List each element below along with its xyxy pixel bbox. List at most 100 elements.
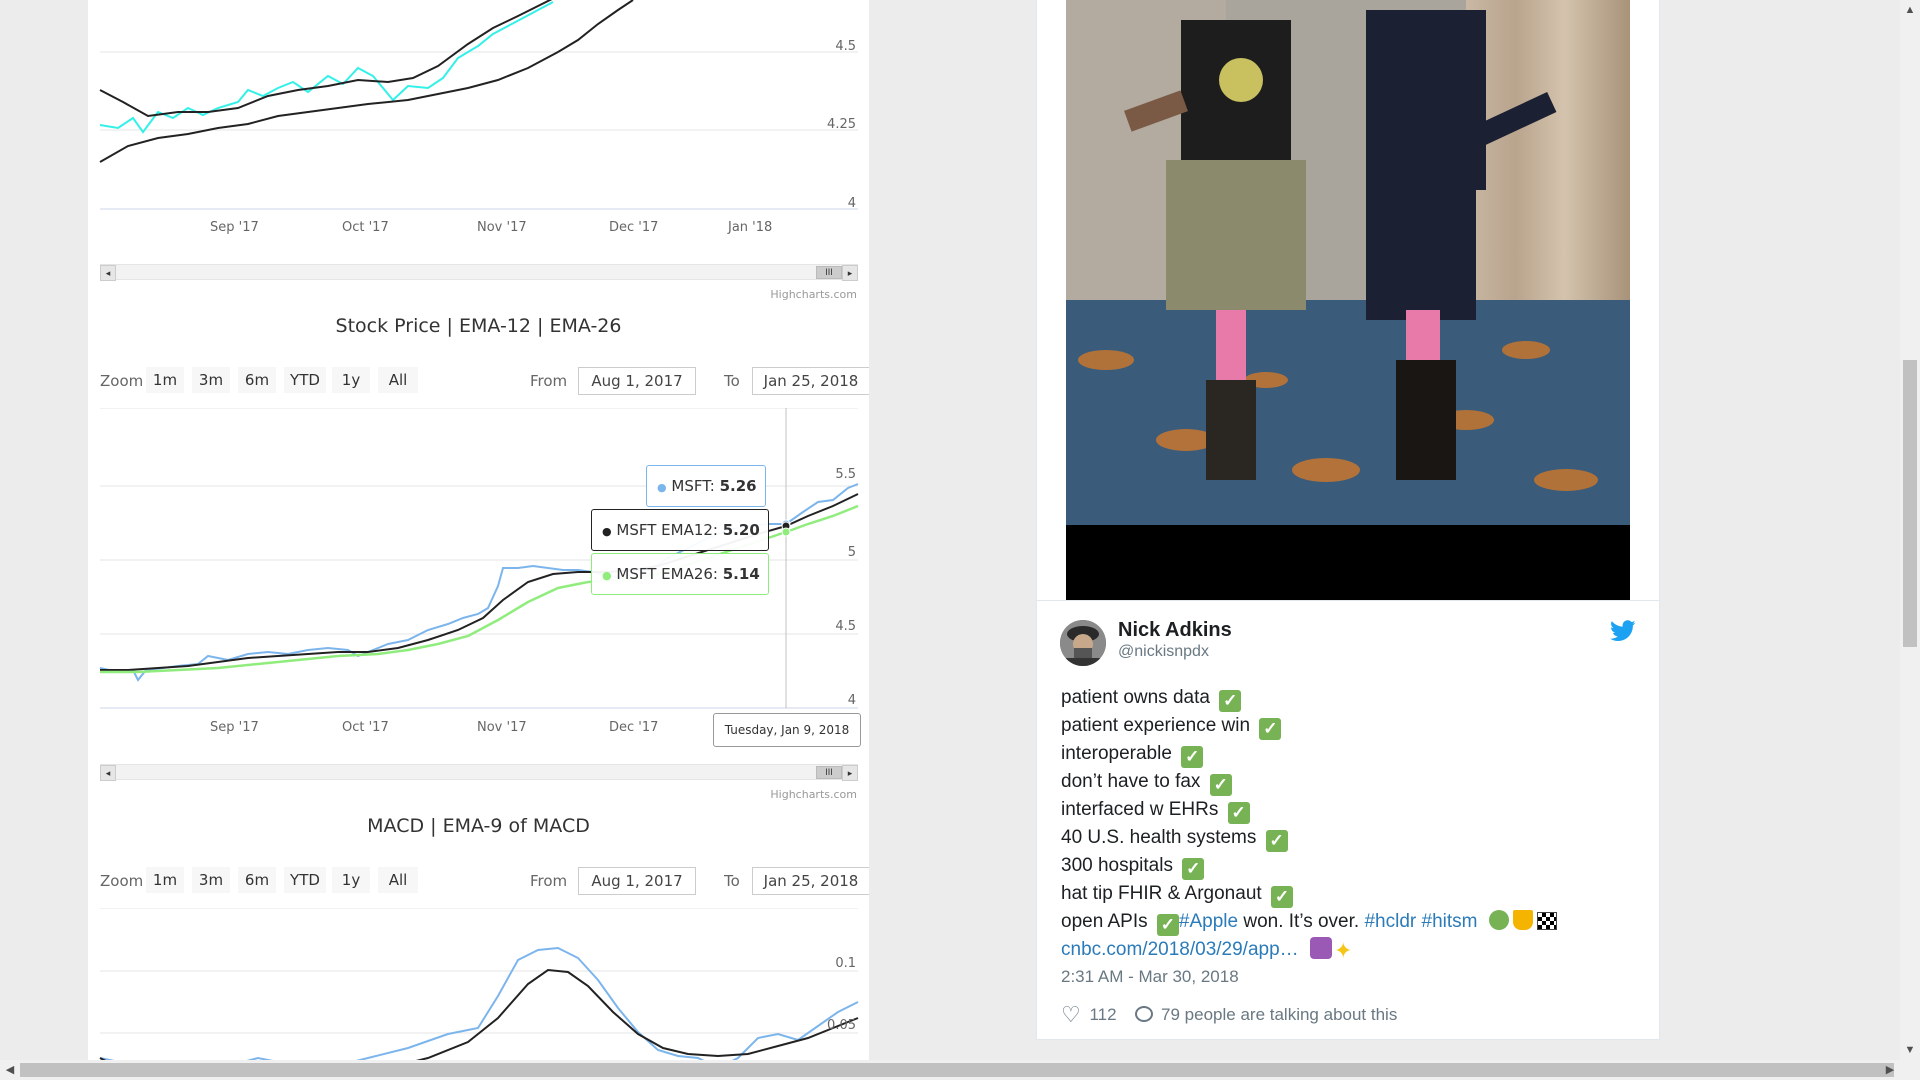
article-link[interactable]: cnbc.com/2018/03/29/app…	[1061, 939, 1299, 960]
tooltip-ema12: ● MSFT EMA12: 5.20	[591, 509, 769, 551]
scroll-up-icon[interactable]: ▲	[1904, 4, 1916, 16]
tooltip-date: Tuesday, Jan 9, 2018	[713, 713, 861, 747]
hashtag-hcldr-link[interactable]: #hcldr	[1364, 911, 1417, 932]
scroll-left-icon[interactable]: ◀	[5, 1064, 15, 1076]
zoom-all-button[interactable]: All	[378, 367, 418, 393]
scroll-right-icon[interactable]: ▸	[842, 765, 858, 781]
hashtag-hitsm-link[interactable]: #hitsm	[1421, 911, 1478, 932]
tooltip-msft-label: MSFT	[671, 477, 710, 495]
ema26-marker	[781, 527, 791, 537]
trophy-emoji-icon	[1512, 910, 1533, 930]
chart2-navigator-scrollbar[interactable]: ◂ III ▸	[100, 764, 858, 781]
like-count[interactable]: 112	[1089, 1005, 1117, 1024]
tweet-actions: ♡ 112 79 people are talking about this	[1061, 1002, 1397, 1028]
tooltip-ema26: ● MSFT EMA26: 5.14	[591, 553, 769, 595]
chart2-credits[interactable]: Highcharts.com	[770, 788, 857, 801]
tweet-line-text: interfaced w EHRs	[1061, 799, 1219, 820]
vertical-scroll-thumb[interactable]	[1903, 360, 1917, 647]
horizontal-scroll-thumb[interactable]	[20, 1063, 1894, 1077]
chart2-ytick-2: 5	[848, 545, 856, 560]
check-mark-icon: ✓	[1227, 802, 1250, 824]
zoom-ytd-button[interactable]: YTD	[284, 867, 326, 893]
to-date-input[interactable]: Jan 25, 2018	[752, 867, 869, 895]
tweet-line-text: won. It’s over.	[1238, 911, 1365, 932]
tweet-line: 300 hospitals ✓	[1061, 852, 1641, 880]
chart1-ytick-1: 4.5	[835, 39, 856, 54]
from-date-input[interactable]: Aug 1, 2017	[578, 367, 696, 395]
tooltip-ema26-label: MSFT EMA26	[616, 565, 713, 583]
from-date-input[interactable]: Aug 1, 2017	[578, 867, 696, 895]
zoom-1y-button[interactable]: 1y	[332, 367, 370, 393]
author-avatar[interactable]	[1060, 620, 1106, 666]
chart1-credits[interactable]: Highcharts.com	[770, 288, 857, 301]
chart-ema-top: 4.5 4.25 4 Sep '17 Oct '17 Nov '17 Dec '…	[88, 0, 869, 301]
hashtag-apple-link[interactable]: #Apple	[1178, 911, 1239, 932]
chart1-navigator-scrollbar[interactable]: ◂ III ▸	[100, 264, 858, 281]
scroll-left-icon[interactable]: ◂	[100, 265, 116, 281]
check-mark-icon: ✓	[1181, 746, 1204, 768]
checkered-flag-icon	[1536, 912, 1557, 930]
chart2-title: Stock Price | EMA-12 | EMA-26	[335, 315, 622, 337]
check-mark-icon: ✓	[1156, 914, 1179, 936]
tooltip-msft: ● MSFT: 5.26	[646, 465, 766, 507]
talking-count[interactable]: 79 people are talking about this	[1161, 1005, 1398, 1024]
tweet-timestamp[interactable]: 2:31 AM - Mar 30, 2018	[1061, 967, 1239, 986]
zoom-6m-button[interactable]: 6m	[238, 867, 276, 893]
zoom-1m-button[interactable]: 1m	[146, 867, 184, 893]
zoom-all-button[interactable]: All	[378, 867, 418, 893]
scroll-right-icon[interactable]: ▸	[842, 265, 858, 281]
zoom-1y-button[interactable]: 1y	[332, 867, 370, 893]
horizontal-scrollbar[interactable]: ◀ ▶	[0, 1060, 1920, 1080]
author-name[interactable]: Nick Adkins	[1118, 619, 1232, 641]
chart2-xtick-2: Oct '17	[342, 720, 389, 735]
heart-icon[interactable]: ♡	[1061, 1002, 1081, 1027]
tweet-line-text: interoperable	[1061, 743, 1172, 764]
sparkles-emoji-icon: ✦	[1333, 938, 1353, 963]
tweet-embed: Nick Adkins @nickisnpdx patient owns dat…	[1036, 0, 1660, 1040]
tweet-line: interfaced w EHRs ✓	[1061, 796, 1641, 824]
chart1-xtick-5: Jan '18	[728, 220, 773, 235]
zoom-1m-button[interactable]: 1m	[146, 367, 184, 393]
chart2-ytick-3: 4.5	[835, 619, 856, 634]
scroll-thumb[interactable]: III	[816, 766, 842, 779]
twitter-bird-icon[interactable]	[1610, 620, 1636, 642]
speech-bubble-icon[interactable]	[1135, 1006, 1154, 1022]
zoom-3m-button[interactable]: 3m	[192, 867, 230, 893]
scroll-down-icon[interactable]: ▼	[1904, 1044, 1916, 1056]
chart1-xaxis: Sep '17 Oct '17 Nov '17 Dec '17 Jan '18	[88, 220, 869, 240]
check-mark-icon: ✓	[1259, 718, 1282, 740]
tooltip-ema12-value: 5.20	[722, 521, 760, 539]
chart1-ytick-3: 4	[848, 196, 856, 211]
from-label: From	[530, 872, 568, 890]
zoom-3m-button[interactable]: 3m	[192, 367, 230, 393]
check-mark-icon: ✓	[1219, 690, 1242, 712]
zoom-ytd-button[interactable]: YTD	[284, 367, 326, 393]
to-label: To	[724, 372, 740, 390]
zoom-6m-button[interactable]: 6m	[238, 367, 276, 393]
charts-panel: 4.5 4.25 4 Sep '17 Oct '17 Nov '17 Dec '…	[88, 0, 869, 1060]
apple-emoji-icon	[1488, 910, 1509, 930]
author-handle[interactable]: @nickisnpdx	[1118, 643, 1209, 660]
tweet-photo[interactable]	[1066, 0, 1630, 600]
chart2-ytick-1: 5.5	[835, 467, 856, 482]
chart1-ytick-2: 4.25	[827, 117, 856, 132]
tweet-divider	[1037, 600, 1659, 601]
scroll-left-icon[interactable]: ◂	[100, 765, 116, 781]
vertical-scrollbar[interactable]: ▲ ▼	[1900, 0, 1920, 1060]
chart1-xtick-1: Sep '17	[210, 220, 259, 235]
tooltip-ema12-label: MSFT EMA12	[616, 521, 713, 539]
tweet-line-text: open APIs	[1061, 911, 1148, 932]
scroll-right-icon[interactable]: ▶	[1885, 1064, 1895, 1076]
to-label: To	[724, 872, 740, 890]
scroll-thumb[interactable]: III	[816, 266, 842, 279]
chart1-xtick-4: Dec '17	[609, 220, 659, 235]
to-date-input[interactable]: Jan 25, 2018	[752, 367, 869, 395]
tweet-body: patient owns data ✓ patient experience w…	[1061, 684, 1641, 965]
tweet-line: hat tip FHIR & Argonaut ✓	[1061, 880, 1641, 908]
tweet-line: patient experience win ✓	[1061, 712, 1641, 740]
chart1-ema-lower-line	[99, 0, 634, 163]
chart-stock-ema: Stock Price | EMA-12 | EMA-26 Zoom 1m 3m…	[88, 300, 869, 801]
zoom-label: Zoom	[100, 372, 144, 390]
check-mark-icon: ✓	[1182, 858, 1205, 880]
tooltip-msft-value: 5.26	[719, 477, 757, 495]
